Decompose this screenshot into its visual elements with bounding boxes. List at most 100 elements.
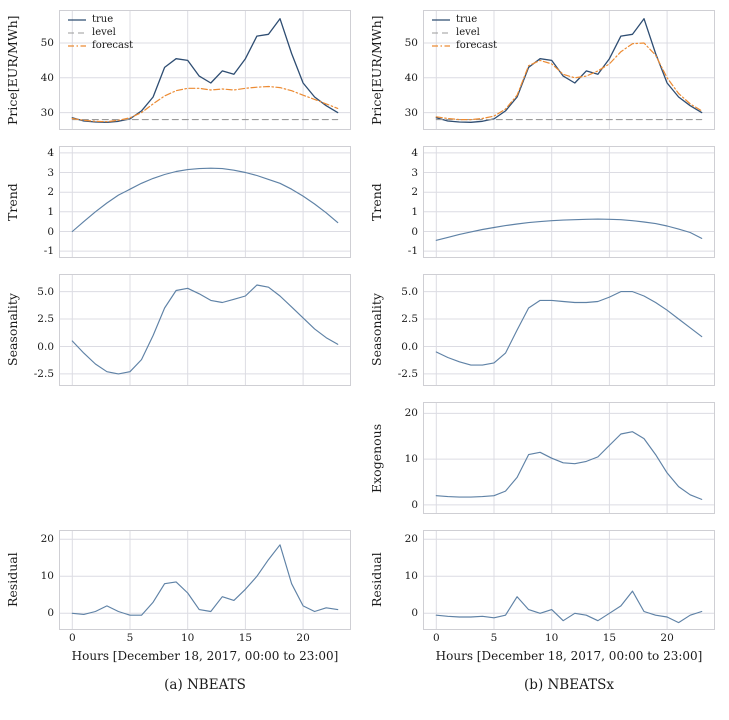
price-plot-area-nbeatsx: true level forecast <box>423 10 715 130</box>
legend-item-level: level <box>67 26 133 39</box>
trend-y-tick-labels: -1 0 1 2 3 4 <box>385 146 423 258</box>
legend: true level forecast <box>67 13 133 52</box>
y-tick: 0 <box>411 225 418 238</box>
x-tick: 20 <box>296 632 310 644</box>
trend-y-axis-label: Trend <box>5 183 20 221</box>
residual-y-axis-label: Residual <box>5 552 20 608</box>
legend-item-true: true <box>431 13 497 26</box>
y-tick: 30 <box>40 106 54 119</box>
y-tick: 1 <box>411 205 418 218</box>
series-residual <box>71 544 339 616</box>
legend-item-forecast: forecast <box>431 39 497 52</box>
y-tick: 0 <box>47 607 54 620</box>
residual-chart-nbeats <box>59 530 351 630</box>
seasonality-y-axis-label: Seasonality <box>369 293 384 367</box>
seasonality-plot-area-nbeats <box>59 274 351 386</box>
x-tick: 5 <box>490 632 498 644</box>
y-tick: 3 <box>411 166 418 179</box>
legend-item-true: true <box>67 13 133 26</box>
y-tick: 0 <box>47 225 54 238</box>
plot-border <box>59 146 351 258</box>
y-tick: -2.5 <box>397 367 418 380</box>
y-tick: -1 <box>407 245 418 258</box>
residual-y-axis-label: Residual <box>369 552 384 608</box>
x-tick: 20 <box>660 632 674 644</box>
seasonality-chart-nbeats <box>59 274 351 386</box>
plot-border <box>423 146 715 258</box>
series-residual <box>435 590 703 624</box>
y-tick: 2.5 <box>401 313 418 325</box>
plot-border <box>423 274 715 386</box>
residual-y-tick-labels: 0 10 20 <box>385 530 423 630</box>
column-nbeatsx: Price[EUR/MWh] 30 40 50 true level forecast Tre… <box>368 10 726 720</box>
y-tick: 2 <box>411 186 418 199</box>
y-tick: 1 <box>47 205 54 218</box>
legend-line-icon <box>432 44 450 47</box>
legend-label: forecast <box>92 40 134 51</box>
residual-chart-nbeatsx <box>423 530 715 630</box>
price-chart-nbeats <box>59 10 351 130</box>
x-tick-labels-nbeatsx: 0 5 10 15 20 <box>423 632 715 647</box>
legend-label: true <box>92 14 114 25</box>
exogenous-y-axis-label: Exogenous <box>369 423 384 493</box>
residual-plot-area-nbeatsx <box>423 530 715 630</box>
y-tick: 10 <box>404 453 418 466</box>
y-tick: 5.0 <box>37 285 54 298</box>
y-tick: 40 <box>404 71 418 84</box>
panel-exogenous-nbeatsx: Exogenous 0 10 20 <box>368 402 726 514</box>
trend-chart-nbeats <box>59 146 351 258</box>
x-tick: 10 <box>181 632 195 644</box>
panel-residual-nbeatsx: Residual 0 10 20 <box>368 530 726 630</box>
empty-panel-slot <box>4 402 362 514</box>
seasonality-chart-nbeatsx <box>423 274 715 386</box>
x-tick: 0 <box>68 632 76 644</box>
caption-nbeatsx: (b) NBEATSx <box>524 677 614 693</box>
residual-y-tick-labels: 0 10 20 <box>21 530 59 630</box>
trend-plot-area-nbeats <box>59 146 351 258</box>
panel-price-nbeats: Price[EUR/MWh] 30 40 50 true level forecast <box>4 10 362 130</box>
y-tick: -2.5 <box>33 367 54 380</box>
legend-line-icon <box>432 31 450 34</box>
column-nbeats: Price[EUR/MWh] 30 40 50 true level forecast Tre… <box>4 10 362 720</box>
exogenous-y-tick-labels: 0 10 20 <box>385 402 423 514</box>
x-tick: 5 <box>126 632 134 644</box>
legend-item-level: level <box>431 26 497 39</box>
x-axis-label-nbeatsx: Hours [December 18, 2017, 00:00 to 23:00… <box>435 649 703 663</box>
y-tick: 3 <box>47 166 54 179</box>
price-y-tick-labels: 30 40 50 <box>385 10 423 130</box>
y-tick: 20 <box>40 533 54 546</box>
legend-label: level <box>92 27 116 38</box>
panel-price-nbeatsx: Price[EUR/MWh] 30 40 50 true level forecast <box>368 10 726 130</box>
panel-trend-nbeats: Trend -1 0 1 2 3 4 <box>4 146 362 258</box>
legend-line-icon <box>432 18 450 21</box>
x-axis-label-nbeats: Hours [December 18, 2017, 00:00 to 23:00… <box>71 649 339 663</box>
series-forecast <box>435 42 703 121</box>
plot-border <box>59 530 351 630</box>
series-seasonality <box>71 284 339 375</box>
y-tick: 5.0 <box>401 285 418 298</box>
trend-y-axis-label: Trend <box>369 183 384 221</box>
legend-line-icon <box>68 18 86 21</box>
y-tick: 20 <box>404 407 418 420</box>
series-exogenous <box>435 431 703 500</box>
legend-line-icon <box>68 31 86 34</box>
legend-item-forecast: forecast <box>67 39 133 52</box>
exogenous-chart-nbeatsx <box>423 402 715 514</box>
plot-border <box>59 10 351 130</box>
seasonality-plot-area-nbeatsx <box>423 274 715 386</box>
y-tick: 2 <box>47 186 54 199</box>
x-tick: 15 <box>238 632 253 644</box>
trend-plot-area-nbeatsx <box>423 146 715 258</box>
plot-border <box>423 402 715 514</box>
panel-residual-nbeats: Residual 0 10 20 <box>4 530 362 630</box>
trend-chart-nbeatsx <box>423 146 715 258</box>
y-tick: 0.0 <box>37 340 54 353</box>
residual-plot-area-nbeats <box>59 530 351 630</box>
y-tick: 50 <box>404 37 418 49</box>
trend-y-tick-labels: -1 0 1 2 3 4 <box>21 146 59 258</box>
panel-seasonality-nbeats: Seasonality -2.5 0.0 2.5 5.0 <box>4 274 362 386</box>
y-tick: 40 <box>40 71 54 84</box>
price-y-axis-label: Price[EUR/MWh] <box>5 15 20 125</box>
legend-label: level <box>456 27 480 38</box>
